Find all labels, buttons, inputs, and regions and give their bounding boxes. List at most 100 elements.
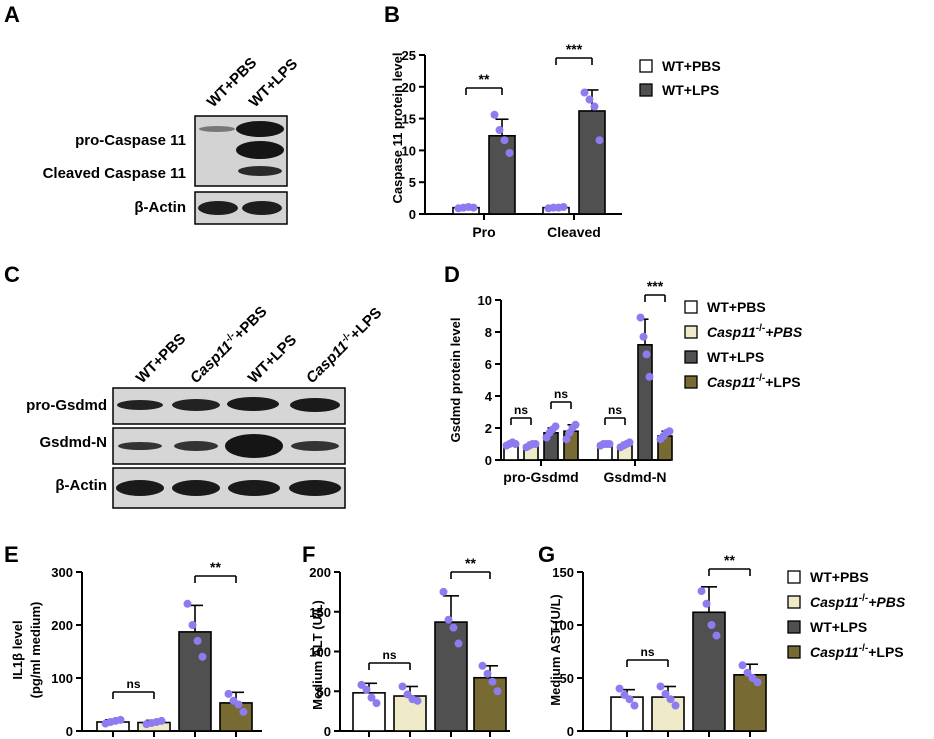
blot-c-lane-label: WT+PBS bbox=[133, 330, 190, 387]
bar bbox=[733, 674, 767, 732]
data-point bbox=[403, 690, 412, 699]
data-point bbox=[188, 621, 197, 629]
y-axis-label-b: Caspase 11 protein level bbox=[390, 52, 405, 203]
y-tick-label: 25 bbox=[402, 48, 416, 63]
legend-label: WT+PBS bbox=[810, 569, 869, 585]
blot-band bbox=[172, 399, 220, 411]
data-point bbox=[665, 427, 674, 436]
blot-c-lane-label: Casp11-/-+LPS bbox=[303, 304, 385, 386]
legend-swatch bbox=[684, 375, 698, 389]
legend-label: WT+PBS bbox=[707, 299, 766, 315]
y-axis-label-e-2: (pg/ml medium) bbox=[28, 602, 43, 699]
data-point bbox=[625, 438, 634, 447]
y-tick-label: 100 bbox=[51, 671, 73, 686]
legend-swatch bbox=[684, 350, 698, 364]
data-point bbox=[753, 678, 762, 687]
data-point bbox=[671, 701, 680, 710]
sig-label: ** bbox=[210, 559, 221, 575]
blot-a-row-label: β-Actin bbox=[134, 199, 186, 216]
data-point bbox=[559, 203, 568, 212]
sig-label: ** bbox=[479, 71, 490, 87]
legend-swatch bbox=[684, 325, 698, 339]
chart-d: 0 2 4 6 8 10 pro-Gsdmd Gsdmd-N ns ns ns *** bbox=[478, 278, 674, 485]
chart-f: 0 50 100 150 200 ns ** bbox=[309, 555, 510, 739]
panel-label-g: G bbox=[538, 542, 555, 567]
data-point bbox=[193, 636, 202, 645]
blot-band bbox=[117, 400, 163, 410]
data-point bbox=[357, 680, 366, 689]
blot-band bbox=[174, 441, 218, 451]
y-tick-label: 50 bbox=[560, 671, 574, 686]
data-point bbox=[743, 668, 752, 677]
data-point bbox=[439, 587, 448, 596]
data-point bbox=[738, 661, 747, 670]
y-tick-label: 2 bbox=[485, 421, 492, 436]
legend-swatch bbox=[787, 620, 801, 634]
data-point bbox=[707, 621, 716, 629]
data-point bbox=[580, 88, 589, 97]
data-point bbox=[595, 136, 604, 145]
data-point bbox=[234, 700, 243, 709]
y-tick-label: 15 bbox=[402, 112, 416, 127]
data-point bbox=[645, 372, 654, 381]
data-point bbox=[478, 661, 487, 670]
legend-g: WT+PBS Casp11-/-+PBS WT+LPS Casp11-/-+LPS bbox=[787, 569, 906, 660]
data-point bbox=[642, 350, 651, 359]
data-point bbox=[157, 716, 166, 725]
data-point bbox=[702, 599, 711, 608]
data-point bbox=[469, 203, 478, 212]
data-point bbox=[224, 689, 233, 698]
blot-a-row-label: pro-Caspase 11 bbox=[75, 132, 186, 149]
blot-band bbox=[238, 166, 282, 176]
x-tick-label: Cleaved bbox=[547, 224, 601, 240]
legend-label: WT+PBS bbox=[662, 58, 721, 74]
bar bbox=[578, 110, 606, 215]
legend-label: WT+LPS bbox=[662, 82, 719, 98]
legend-swatch bbox=[787, 595, 801, 609]
bar bbox=[637, 343, 653, 461]
blot-band bbox=[236, 121, 284, 137]
sig-label: ns bbox=[608, 403, 622, 417]
data-point bbox=[585, 95, 594, 104]
y-tick-label: 150 bbox=[552, 565, 574, 580]
bar bbox=[488, 134, 516, 215]
y-tick-label: 20 bbox=[402, 80, 416, 95]
legend-swatch bbox=[639, 59, 653, 73]
chart-e: 0 100 200 300 ns ** bbox=[51, 559, 262, 739]
panel-label-a: A bbox=[4, 2, 20, 27]
legend-label: Casp11-/-+PBS bbox=[707, 323, 803, 340]
svg-text:WT+LPS: WT+LPS bbox=[245, 331, 300, 386]
blot-band bbox=[199, 126, 235, 132]
data-point bbox=[697, 587, 706, 596]
legend-b: WT+PBS WT+LPS bbox=[639, 58, 721, 98]
y-tick-label: 0 bbox=[567, 724, 574, 739]
data-point bbox=[590, 102, 599, 111]
blot-band bbox=[118, 442, 162, 450]
y-axis-label-f: Medium ALT (U/L) bbox=[310, 600, 325, 710]
bar bbox=[651, 696, 685, 732]
blot-band bbox=[242, 201, 282, 215]
y-tick-label: 10 bbox=[402, 143, 416, 158]
panel-label-c: C bbox=[4, 262, 20, 287]
data-point bbox=[483, 669, 492, 678]
y-tick-label: 100 bbox=[552, 618, 574, 633]
data-point bbox=[562, 435, 571, 444]
chart-b: 0 5 10 15 20 25 Pro ** Cleaved *** bbox=[402, 41, 622, 240]
data-point bbox=[444, 615, 453, 624]
blot-band bbox=[236, 141, 284, 159]
blot-a-row-label: Cleaved Caspase 11 bbox=[43, 165, 186, 182]
sig-label: ** bbox=[465, 555, 476, 571]
panel-label-d: D bbox=[444, 262, 460, 287]
y-tick-label: 150 bbox=[309, 605, 331, 620]
data-point bbox=[605, 440, 614, 448]
legend-swatch bbox=[787, 570, 801, 584]
y-tick-label: 0 bbox=[324, 724, 331, 739]
data-point bbox=[488, 677, 497, 686]
y-tick-label: 4 bbox=[485, 389, 493, 404]
y-axis-label-e: IL1β level bbox=[10, 620, 25, 679]
x-tick-label: pro-Gsdmd bbox=[503, 469, 578, 485]
data-point bbox=[712, 631, 721, 640]
blot-band bbox=[116, 480, 164, 496]
y-tick-label: 0 bbox=[66, 724, 73, 739]
